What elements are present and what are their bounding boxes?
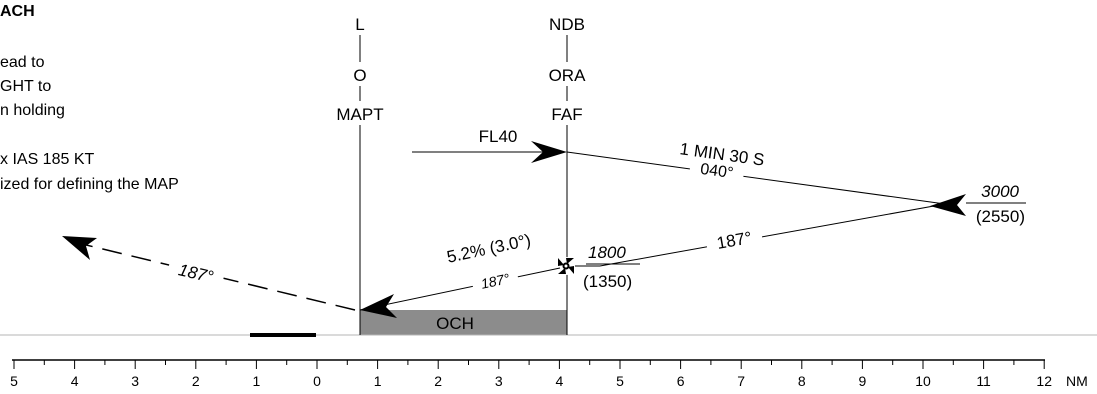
och-label: OCH xyxy=(436,314,474,333)
level-arrowhead-icon xyxy=(531,141,567,163)
stepdown-fix-icon xyxy=(557,257,575,275)
missed-approach-line xyxy=(81,243,356,311)
scale-tick-label: 9 xyxy=(859,373,867,389)
scale-tick-label: 2 xyxy=(192,373,200,389)
scale-tick-label: 5 xyxy=(616,373,624,389)
faf-type-label: NDB xyxy=(549,15,585,34)
final-arrowhead-icon xyxy=(360,294,397,318)
fix-height-label: (1350) xyxy=(583,272,632,291)
level-label: FL40 xyxy=(479,127,518,146)
note-line-5: ized for defining the MAP xyxy=(0,176,179,193)
scale-ticks: 5 4 3 2 1 0 1 2 3 4 5 6 7 8 9 10 11 12 xyxy=(10,360,1052,389)
mapt-type-label: L xyxy=(355,15,364,34)
note-line-3: n holding xyxy=(0,102,65,119)
missed-course-label: 187° xyxy=(177,260,216,286)
faf-role-label: FAF xyxy=(551,105,582,124)
note-line-1: ead to xyxy=(0,54,45,71)
scale-tick-label: 3 xyxy=(495,373,503,389)
scale-tick-label: 7 xyxy=(737,373,745,389)
final-descent-line xyxy=(359,267,561,311)
note-line-2: GHT to xyxy=(0,78,51,95)
chart-title: ACH xyxy=(0,3,35,20)
mapt-ident-label: O xyxy=(353,66,366,85)
holding-height-label: (2550) xyxy=(976,207,1025,226)
holding-altitude-label: 3000 xyxy=(981,182,1019,201)
inbound-line xyxy=(599,203,946,267)
scale-tick-label: 1 xyxy=(374,373,382,389)
scale-tick-label: 12 xyxy=(1036,373,1052,389)
scale-tick-label: 8 xyxy=(798,373,806,389)
holding-outbound-line xyxy=(566,151,946,205)
och-band xyxy=(360,310,567,335)
scale-tick-label: 5 xyxy=(10,373,18,389)
holding-course-label: 040° xyxy=(699,161,734,182)
holding-arrowhead-icon xyxy=(930,194,966,216)
scale-tick-label: 6 xyxy=(677,373,685,389)
faf-ident-label: ORA xyxy=(549,66,587,85)
scale-tick-label: 1 xyxy=(253,373,261,389)
scale-tick-label: 4 xyxy=(556,373,564,389)
scale-tick-label: 11 xyxy=(976,373,991,389)
scale-tick-label: 10 xyxy=(915,373,931,389)
fix-altitude-label: 1800 xyxy=(588,243,626,262)
final-course-label: 187° xyxy=(479,270,511,292)
note-line-4: x IAS 185 KT xyxy=(0,151,94,168)
mapt-role-label: MAPT xyxy=(336,105,383,124)
scale-tick-label: 3 xyxy=(131,373,139,389)
gradient-label: 5.2% (3.0°) xyxy=(445,230,532,266)
scale-unit: NM xyxy=(1066,373,1088,389)
scale-tick-label: 4 xyxy=(71,373,79,389)
scale-tick-label: 0 xyxy=(313,373,321,389)
missed-arrowhead-icon xyxy=(62,236,97,260)
scale-tick-label: 2 xyxy=(434,373,442,389)
